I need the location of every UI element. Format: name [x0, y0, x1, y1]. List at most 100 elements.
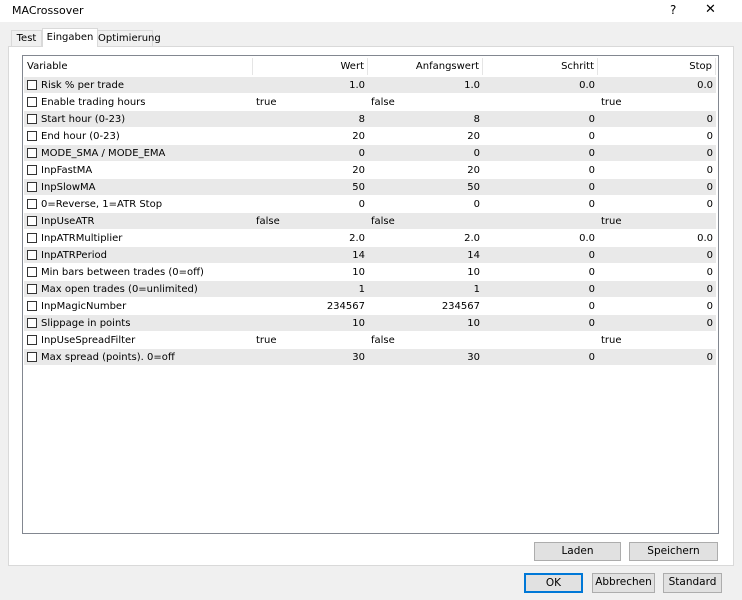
checkbox[interactable]	[27, 199, 37, 209]
variable-name: InpMagicNumber	[41, 301, 127, 312]
checkbox[interactable]	[27, 97, 37, 107]
cell-value: 0	[588, 284, 595, 295]
cell-value: 0	[706, 318, 713, 329]
variable-name: Min bars between trades (0=off)	[41, 267, 204, 278]
cell-value: 0	[706, 301, 713, 312]
cell-value: 1	[358, 284, 365, 295]
cell-value: 0.0	[579, 233, 595, 244]
table-row	[24, 77, 716, 94]
variable-name: InpUseSpreadFilter	[41, 335, 136, 346]
cell-value: true	[601, 97, 622, 108]
cell-value: 0	[588, 352, 595, 363]
table-row	[24, 315, 716, 332]
variable-name: InpSlowMA	[41, 182, 96, 193]
checkbox[interactable]	[27, 165, 37, 175]
variable-name: Risk % per trade	[41, 80, 125, 91]
cell-value: 50	[352, 182, 365, 193]
cell-value: 30	[467, 352, 480, 363]
cell-value: 10	[352, 318, 365, 329]
table-row	[24, 162, 716, 179]
cell-value: false	[371, 335, 395, 346]
cell-value: 0	[706, 165, 713, 176]
cell-value: 0	[588, 148, 595, 159]
tab[interactable]: Optimierung	[97, 30, 161, 47]
cell-value: 0	[588, 199, 595, 210]
load-button[interactable]: Laden	[534, 542, 621, 561]
table-row	[24, 213, 716, 230]
save-button[interactable]: Speichern	[629, 542, 718, 561]
cell-value: 0.0	[579, 80, 595, 91]
close-button[interactable]: ✕	[705, 2, 716, 17]
default-button[interactable]: Standard	[663, 573, 722, 593]
checkbox[interactable]	[27, 233, 37, 243]
cell-value: 0	[358, 148, 365, 159]
cell-value: 234567	[441, 301, 480, 312]
cell-value: 30	[352, 352, 365, 363]
cell-value: 1.0	[464, 80, 480, 91]
checkbox[interactable]	[27, 182, 37, 192]
cell-value: false	[371, 97, 395, 108]
cell-value: 0	[588, 114, 595, 125]
column-header[interactable]: Stop	[598, 58, 716, 75]
cell-value: 2.0	[464, 233, 480, 244]
cell-value: true	[601, 216, 622, 227]
cell-value: 0	[706, 352, 713, 363]
checkbox[interactable]	[27, 148, 37, 158]
column-header[interactable]: Wert	[253, 58, 368, 75]
checkbox[interactable]	[27, 216, 37, 226]
help-button[interactable]: ?	[670, 3, 677, 17]
cell-value: 20	[352, 131, 365, 142]
column-header[interactable]: Variable	[24, 58, 253, 75]
cell-value: 0	[706, 148, 713, 159]
table-row	[24, 196, 716, 213]
table-row	[24, 332, 716, 349]
cell-value: 0	[706, 284, 713, 295]
variable-name: Enable trading hours	[41, 97, 146, 108]
cell-value: 0	[473, 148, 480, 159]
checkbox[interactable]	[27, 318, 37, 328]
table-row	[24, 128, 716, 145]
cell-value: 0	[706, 250, 713, 261]
tab[interactable]: Eingaben	[42, 28, 98, 47]
checkbox[interactable]	[27, 80, 37, 90]
column-header[interactable]: Anfangswert	[368, 58, 483, 75]
table-row	[24, 230, 716, 247]
checkbox[interactable]	[27, 267, 37, 277]
table-row	[24, 349, 716, 366]
table-row	[24, 94, 716, 111]
cell-value: 0	[588, 267, 595, 278]
table-row	[24, 145, 716, 162]
cell-value: 0	[473, 199, 480, 210]
cell-value: 0	[706, 182, 713, 193]
cancel-button[interactable]: Abbrechen	[592, 573, 655, 593]
variable-name: InpFastMA	[41, 165, 93, 176]
variable-name: Slippage in points	[41, 318, 131, 329]
checkbox[interactable]	[27, 250, 37, 260]
table-row	[24, 179, 716, 196]
cell-value: 0	[588, 250, 595, 261]
variable-name: InpATRPeriod	[41, 250, 107, 261]
table-row	[24, 111, 716, 128]
checkbox[interactable]	[27, 284, 37, 294]
cell-value: 0	[588, 182, 595, 193]
cell-value: 10	[467, 318, 480, 329]
ok-button[interactable]: OK	[524, 573, 583, 593]
checkbox[interactable]	[27, 352, 37, 362]
checkbox[interactable]	[27, 301, 37, 311]
cell-value: false	[371, 216, 395, 227]
title-bar	[0, 0, 742, 22]
table-row	[24, 264, 716, 281]
cell-value: 2.0	[349, 233, 365, 244]
cell-value: 20	[352, 165, 365, 176]
cell-value: 0	[706, 114, 713, 125]
checkbox[interactable]	[27, 335, 37, 345]
checkbox[interactable]	[27, 131, 37, 141]
cell-value: 10	[352, 267, 365, 278]
cell-value: 0	[588, 131, 595, 142]
table-row	[24, 247, 716, 264]
cell-value: 20	[467, 131, 480, 142]
checkbox[interactable]	[27, 114, 37, 124]
tab[interactable]: Test	[11, 30, 42, 47]
cell-value: 0	[706, 199, 713, 210]
column-header[interactable]: Schritt	[483, 58, 598, 75]
